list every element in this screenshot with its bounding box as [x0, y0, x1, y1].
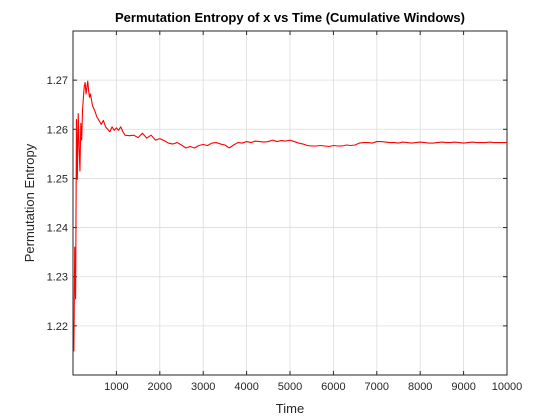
x-tick-label: 3000 — [191, 381, 215, 393]
ticks: 1000 2000 3000 4000 5000 6000 7000 8000 9000 1000… — [47, 31, 523, 393]
y-tick-label: 1.27 — [47, 75, 68, 87]
x-tick-label: 1000 — [104, 381, 128, 393]
x-tick-label: 9000 — [451, 381, 475, 393]
y-axis-label: Permutation Entropy — [22, 143, 37, 262]
y-tick-label: 1.26 — [47, 124, 68, 136]
x-tick-label: 6000 — [321, 381, 345, 393]
y-tick-label: 1.24 — [47, 223, 68, 235]
x-tick-label: 2000 — [148, 381, 172, 393]
x-tick-label: 10000 — [492, 381, 523, 393]
y-tick-label: 1.25 — [47, 173, 68, 185]
y-tick-label: 1.23 — [47, 272, 68, 284]
series-layer — [73, 80, 507, 352]
x-tick-label: 4000 — [234, 381, 258, 393]
y-tick-label: 1.22 — [47, 321, 68, 333]
x-tick-label: 5000 — [278, 381, 302, 393]
x-axis-label: Time — [276, 401, 304, 416]
x-tick-label: 8000 — [408, 381, 432, 393]
chart-title: Permutation Entropy of x vs Time (Cumula… — [115, 10, 465, 25]
grid — [73, 31, 508, 375]
x-tick-label: 7000 — [365, 381, 389, 393]
series-line-0 — [73, 80, 507, 352]
